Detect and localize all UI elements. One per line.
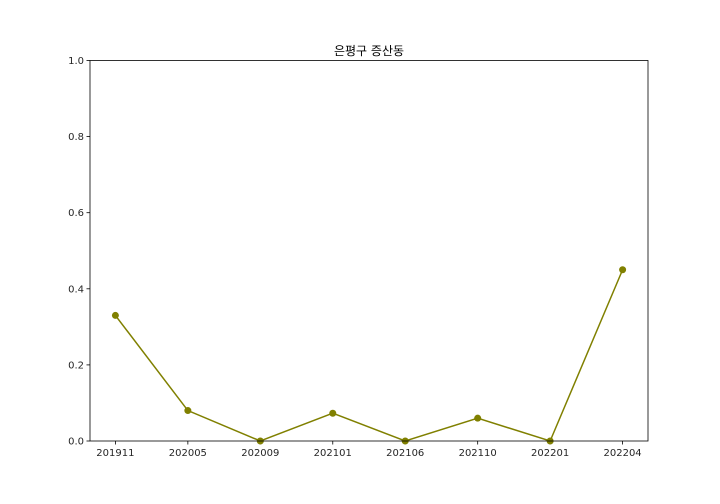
series-line bbox=[114, 269, 624, 442]
y-tick-label: 1.0 bbox=[68, 56, 84, 67]
data-point bbox=[619, 266, 627, 274]
plot-frame bbox=[89, 60, 649, 442]
x-tick-label: 202204 bbox=[604, 448, 642, 459]
x-axis: 201911 202005 202009 202101 202106 202110 2022… bbox=[96, 441, 642, 459]
y-tick-label: 0.0 bbox=[68, 437, 84, 448]
y-tick-label: 0.6 bbox=[68, 208, 84, 219]
series-layer bbox=[111, 266, 627, 445]
x-tick-label: 202005 bbox=[169, 448, 207, 459]
chart-title: 은평구 증산동 bbox=[334, 44, 404, 58]
x-tick-label: 202110 bbox=[459, 448, 497, 459]
y-axis: 0.0 0.2 0.4 0.6 0.8 1.0 bbox=[68, 56, 90, 448]
x-tick-label: 201911 bbox=[96, 448, 134, 459]
data-point bbox=[329, 409, 337, 417]
x-tick-label: 202101 bbox=[314, 448, 352, 459]
x-tick-label: 202009 bbox=[241, 448, 279, 459]
data-point bbox=[474, 414, 482, 422]
y-tick-label: 0.2 bbox=[68, 360, 84, 371]
x-tick-label: 202201 bbox=[531, 448, 569, 459]
data-point bbox=[184, 407, 192, 415]
y-tick-label: 0.8 bbox=[68, 132, 84, 143]
data-point bbox=[111, 311, 119, 319]
x-tick-label: 202106 bbox=[386, 448, 424, 459]
y-tick-label: 0.4 bbox=[68, 284, 84, 295]
